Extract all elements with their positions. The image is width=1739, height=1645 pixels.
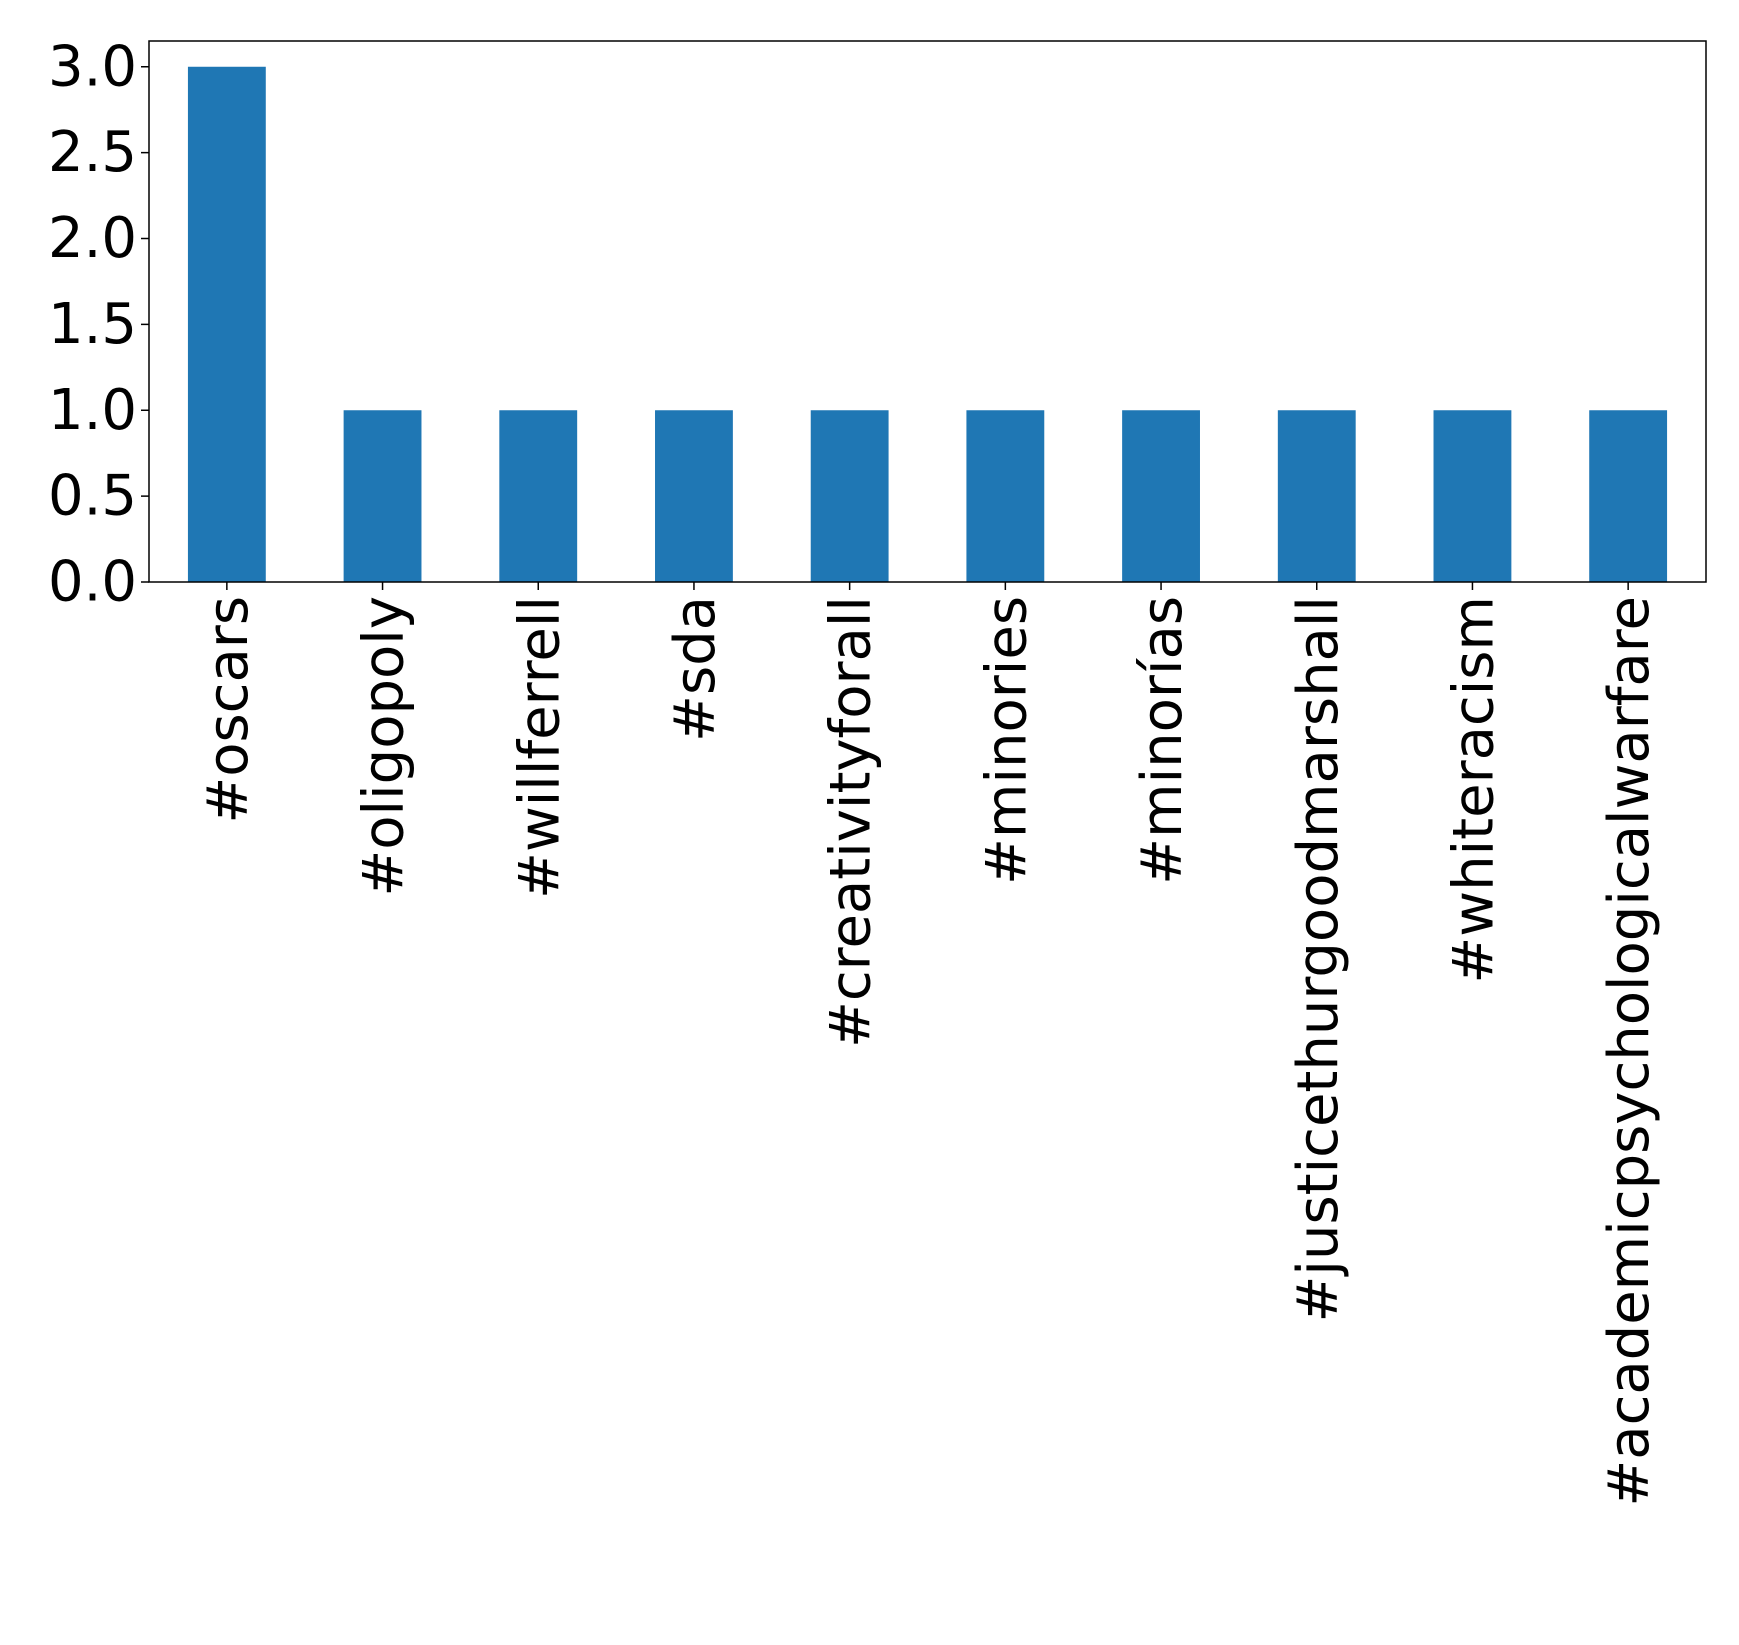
bar-sda: [655, 410, 733, 582]
bar-minoras: [1122, 410, 1200, 582]
bar-whiteracism: [1433, 410, 1512, 582]
y-tick-label: 2.0: [48, 206, 137, 271]
bars-layer: [187, 66, 1668, 582]
x-tick-label: #justicethurgoodmarshall: [1286, 596, 1351, 1323]
x-tick-label: #academicpsychologicalwarfare: [1597, 596, 1662, 1507]
y-tick-label: 2.5: [48, 120, 137, 185]
x-tick-label: #sda: [663, 596, 728, 742]
x-tick-label: #oscars: [196, 596, 261, 824]
x-tick-label: #minorías: [1130, 596, 1195, 885]
y-tick-label: 1.5: [48, 292, 137, 357]
bar-minories: [966, 410, 1045, 582]
bar-oligopoly: [343, 410, 422, 582]
x-axis: #oscars #oligopoly #willferrell #sda #creati…: [196, 582, 1662, 1507]
y-axis: 0.0 0.5 1.0 1.5 2.0 2.5 3.0: [48, 34, 149, 615]
x-tick-label: #minories: [974, 596, 1039, 885]
y-tick-label: 1.0: [48, 378, 137, 443]
x-tick-label: #whiteracism: [1441, 596, 1506, 984]
plot-frame: [148, 40, 1707, 583]
bar-oscars: [187, 66, 266, 582]
x-tick-label: #creativityforall: [819, 596, 884, 1048]
bar-academicpsychologicalwarfare: [1589, 410, 1668, 582]
bar-creativityforall: [810, 410, 889, 582]
x-tick-label: #oligopoly: [352, 596, 417, 897]
x-tick-label: #willferrell: [507, 596, 572, 899]
bar-willferrell: [499, 410, 578, 582]
bar-justicethurgoodmarshall: [1277, 410, 1356, 582]
y-tick-label: 0.0: [48, 550, 137, 615]
y-tick-label: 3.0: [48, 34, 137, 99]
y-tick-label: 0.5: [48, 464, 137, 529]
